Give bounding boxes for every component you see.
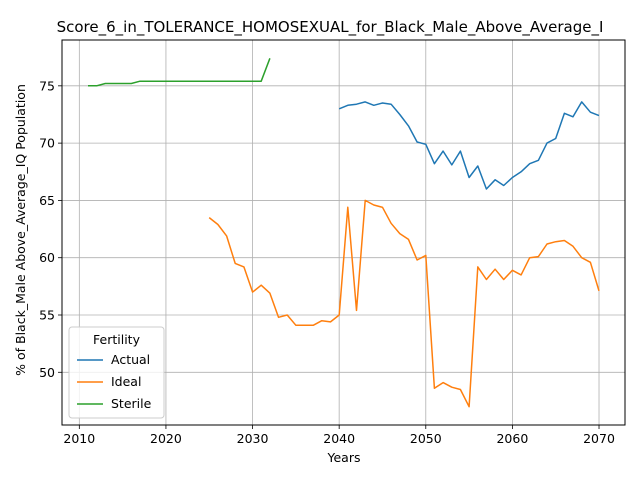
x-tick-label: 2050 bbox=[410, 431, 442, 446]
plot-frame bbox=[61, 39, 626, 426]
legend-title: Fertility bbox=[93, 332, 141, 347]
y-ticks: 50 55 60 65 70 75 bbox=[39, 78, 62, 380]
chart-title: Score_6_in_TOLERANCE_HOMOSEXUAL_for_Blac… bbox=[57, 18, 604, 37]
legend-label-sterile: Sterile bbox=[111, 396, 152, 411]
y-tick-label: 70 bbox=[39, 136, 55, 151]
series-line-actual bbox=[338, 101, 600, 190]
x-tick-label: 2060 bbox=[496, 431, 528, 446]
y-tick-label: 55 bbox=[39, 308, 55, 323]
x-tick-label: 2030 bbox=[237, 431, 269, 446]
y-axis-label: % of Black_Male Above_Average_IQ Populat… bbox=[13, 84, 28, 376]
series-lines bbox=[88, 58, 600, 408]
x-tick-label: 2010 bbox=[63, 431, 95, 446]
y-tick-label: 60 bbox=[39, 250, 55, 265]
legend-label-actual: Actual bbox=[111, 352, 150, 367]
x-axis-label: Years bbox=[327, 450, 361, 465]
legend-label-ideal: Ideal bbox=[111, 374, 141, 389]
y-tick-label: 50 bbox=[39, 365, 55, 380]
x-tick-label: 2040 bbox=[323, 431, 355, 446]
y-tick-label: 75 bbox=[39, 78, 55, 93]
series-line-sterile bbox=[88, 58, 271, 87]
x-tick-label: 2020 bbox=[150, 431, 182, 446]
x-tick-label: 2070 bbox=[583, 431, 615, 446]
y-tick-label: 65 bbox=[39, 193, 55, 208]
series-line-ideal bbox=[208, 199, 600, 408]
legend-box bbox=[68, 326, 165, 419]
legend: Fertility Actual Ideal Sterile bbox=[68, 326, 165, 419]
x-ticks: 2010 2020 2030 2040 2050 2060 2070 bbox=[63, 425, 615, 446]
